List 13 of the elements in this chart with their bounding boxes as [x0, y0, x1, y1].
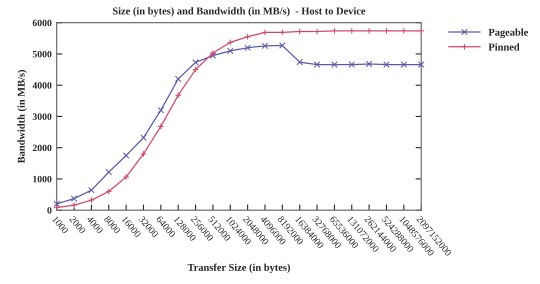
x-axis-title: Transfer Size (in bytes) — [188, 263, 290, 274]
y-axis-title: Bandwidth (in MB/s) — [17, 70, 27, 164]
y-tick-label: 0 — [47, 207, 52, 214]
chart-title: Size (in bytes) and Bandwidth (in MB/s) - Host to Device — [112, 7, 366, 17]
y-tick-label: 1000 — [33, 176, 52, 182]
y-tick-label: 4000 — [32, 82, 52, 89]
legend-label: Pinned — [488, 43, 520, 51]
y-tick-label: 6000 — [32, 20, 52, 26]
y-tick-label: 5000 — [32, 50, 52, 58]
x-tick-label: 4000 — [86, 215, 104, 234]
y-tick-label: 2000 — [32, 144, 52, 152]
legend-label: Pageable — [488, 28, 528, 38]
y-tick-label: 3000 — [32, 113, 52, 120]
